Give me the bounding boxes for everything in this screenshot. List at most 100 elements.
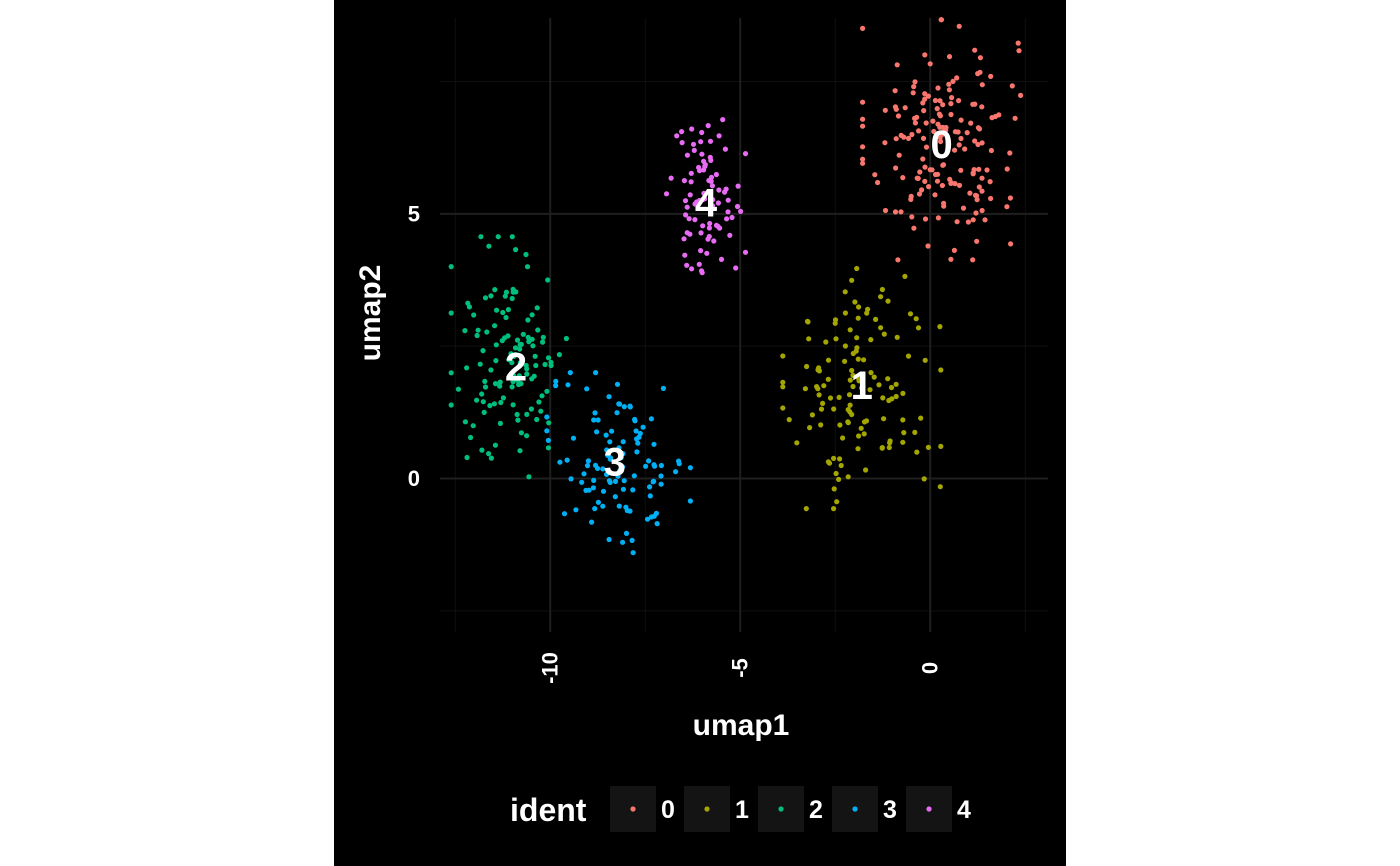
- data-point: [492, 442, 498, 448]
- data-point: [806, 336, 812, 342]
- data-point: [922, 216, 929, 222]
- data-point: [529, 312, 535, 318]
- data-point: [563, 335, 570, 342]
- data-point: [977, 69, 983, 75]
- data-point: [674, 133, 680, 139]
- data-point: [936, 111, 943, 117]
- data-point: [681, 236, 687, 242]
- data-point: [500, 395, 506, 401]
- data-point: [958, 117, 964, 123]
- data-point: [922, 52, 928, 58]
- data-point: [482, 378, 488, 384]
- data-point: [948, 256, 954, 262]
- data-point: [847, 327, 853, 333]
- data-point: [497, 420, 503, 426]
- data-point: [946, 54, 953, 60]
- data-point: [937, 324, 943, 330]
- data-point: [647, 484, 653, 490]
- data-point: [491, 401, 497, 407]
- data-point: [858, 425, 864, 431]
- data-point: [711, 238, 717, 244]
- data-point: [704, 250, 710, 256]
- data-point: [922, 178, 928, 184]
- data-point: [535, 327, 541, 333]
- data-point: [946, 81, 952, 87]
- data-point: [970, 257, 976, 263]
- data-point: [860, 388, 866, 394]
- data-point: [570, 435, 577, 441]
- data-point: [937, 484, 943, 490]
- data-point: [478, 234, 484, 240]
- data-point: [658, 462, 665, 469]
- data-point: [898, 209, 904, 215]
- data-point: [949, 95, 955, 101]
- data-point: [823, 339, 829, 345]
- data-point: [860, 99, 866, 105]
- data-point: [833, 470, 839, 477]
- data-point: [448, 310, 454, 316]
- data-point: [868, 337, 874, 343]
- data-point: [855, 356, 861, 362]
- data-point: [627, 508, 633, 514]
- data-point: [836, 476, 842, 482]
- data-point: [854, 374, 861, 380]
- data-point: [932, 97, 939, 104]
- data-point: [529, 336, 535, 342]
- data-point: [718, 256, 725, 262]
- cluster-label: 1: [851, 364, 873, 408]
- data-point: [614, 410, 620, 416]
- data-point: [920, 135, 927, 141]
- data-point: [716, 187, 722, 193]
- data-point: [976, 184, 982, 190]
- data-point: [1007, 150, 1013, 156]
- data-point: [513, 289, 519, 295]
- data-point: [499, 338, 505, 344]
- data-point: [505, 333, 511, 339]
- data-point: [692, 217, 698, 223]
- data-point: [1018, 92, 1024, 98]
- data-point: [780, 405, 786, 411]
- data-point: [818, 406, 825, 412]
- data-point: [836, 394, 842, 400]
- data-point: [606, 536, 612, 543]
- data-point: [861, 431, 867, 437]
- data-point: [804, 363, 810, 370]
- data-point: [842, 289, 848, 295]
- data-point: [847, 377, 853, 383]
- data-point: [860, 25, 866, 31]
- data-point: [987, 179, 993, 185]
- data-point: [863, 418, 870, 424]
- data-point: [524, 371, 530, 377]
- data-point: [852, 299, 858, 305]
- data-point: [533, 362, 539, 369]
- data-point: [492, 381, 499, 387]
- data-point: [892, 104, 899, 110]
- data-point: [534, 305, 540, 311]
- data-point: [492, 323, 498, 329]
- data-point: [937, 98, 943, 104]
- data-point: [872, 172, 878, 178]
- data-point: [542, 361, 548, 368]
- data-point: [705, 236, 711, 242]
- data-point: [524, 433, 530, 439]
- data-point: [938, 443, 944, 449]
- data-point: [809, 412, 816, 418]
- data-point: [503, 289, 509, 295]
- data-point: [845, 474, 851, 480]
- data-point: [584, 386, 590, 392]
- data-point: [1009, 83, 1015, 89]
- data-point: [977, 55, 984, 61]
- data-point: [982, 217, 988, 223]
- data-point: [863, 467, 869, 473]
- data-point: [498, 399, 504, 406]
- data-point: [867, 387, 873, 393]
- data-point: [482, 295, 489, 301]
- data-point: [952, 129, 959, 135]
- data-point: [658, 473, 664, 479]
- data-point: [954, 75, 960, 81]
- data-point: [738, 208, 744, 214]
- data-point: [973, 210, 979, 216]
- data-point: [553, 378, 559, 384]
- data-point: [621, 404, 627, 410]
- data-point: [882, 140, 888, 146]
